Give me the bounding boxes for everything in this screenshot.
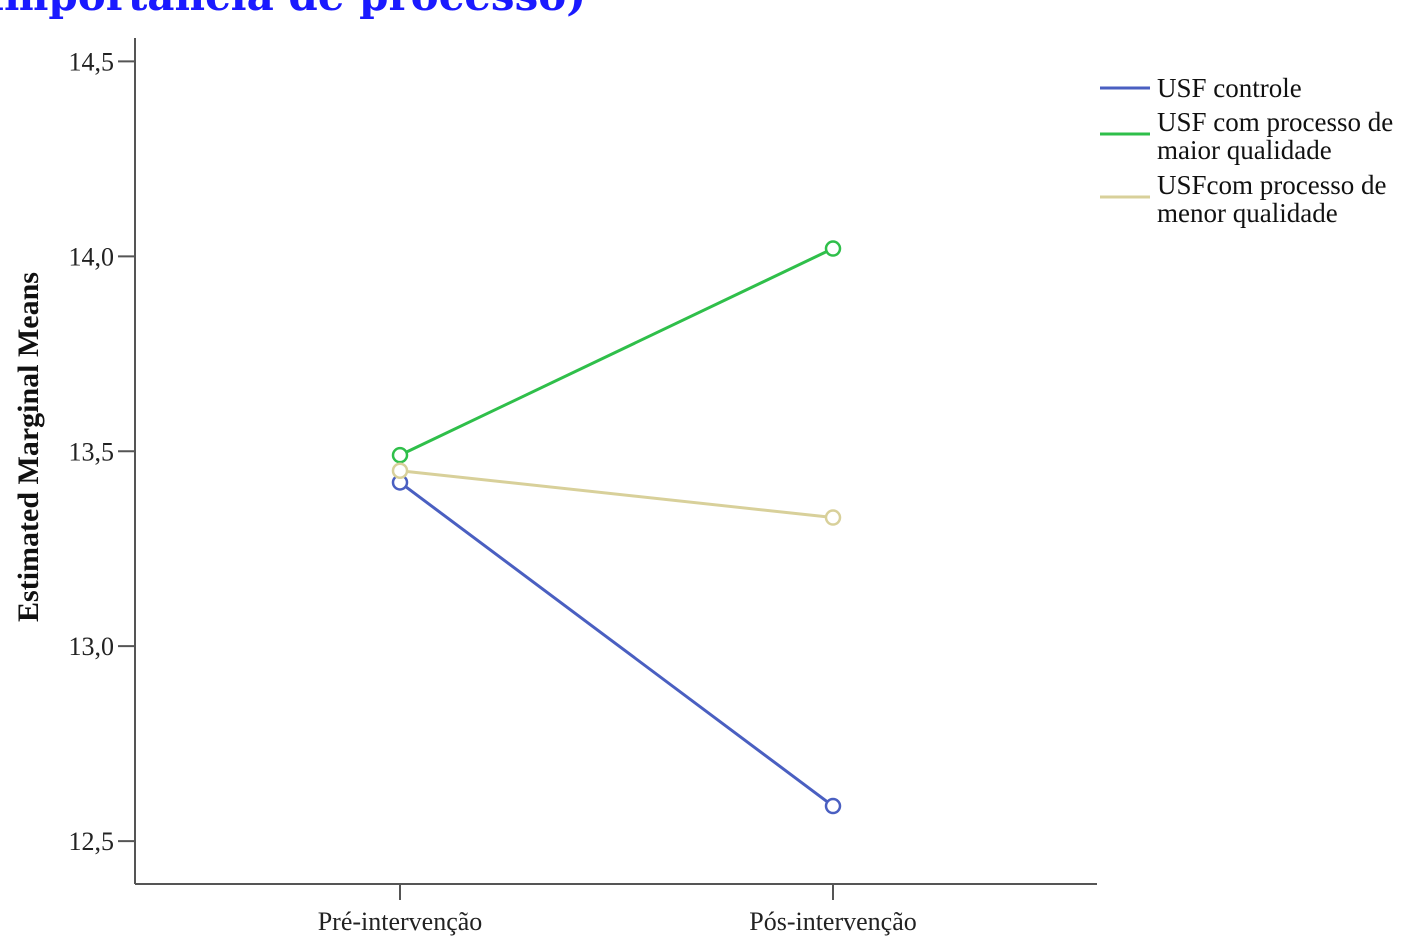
series-line [399,481,834,808]
legend-label: maior qualidade [1157,135,1332,165]
data-point [391,462,409,479]
chart-title: importância de processo) [0,0,586,20]
x-ticks: Pré-intervenção Pós-intervenção [318,884,917,936]
legend-label: USF com processo de [1157,107,1393,137]
data-point [391,446,409,464]
y-axis-title: Estimated Marginal Means [12,272,45,622]
series-line [399,247,834,457]
data-point [824,797,842,815]
legend-label: USFcom processo de [1157,170,1386,200]
legend-item: USF controle [1100,73,1302,103]
y-tick-label: 13,0 [69,632,115,661]
y-tick-label: 14,0 [69,242,115,271]
y-tick-label: 14,5 [69,47,115,76]
legend-label: menor qualidade [1157,198,1338,228]
y-tick-label: 13,5 [69,437,115,466]
series-1 [391,474,842,815]
x-tick-label: Pós-intervenção [749,907,917,936]
legend-label: USF controle [1157,73,1302,103]
series-3 [391,462,842,526]
data-point [824,240,842,257]
series-line [399,469,834,520]
x-tick-label: Pré-intervenção [318,907,483,936]
series-group [391,240,842,815]
y-ticks: 12,5 13,0 13,5 14,0 14,5 [69,47,135,856]
y-tick-label: 12,5 [69,827,115,856]
axes [134,38,1097,885]
series-2 [391,240,842,464]
data-point [824,509,842,526]
